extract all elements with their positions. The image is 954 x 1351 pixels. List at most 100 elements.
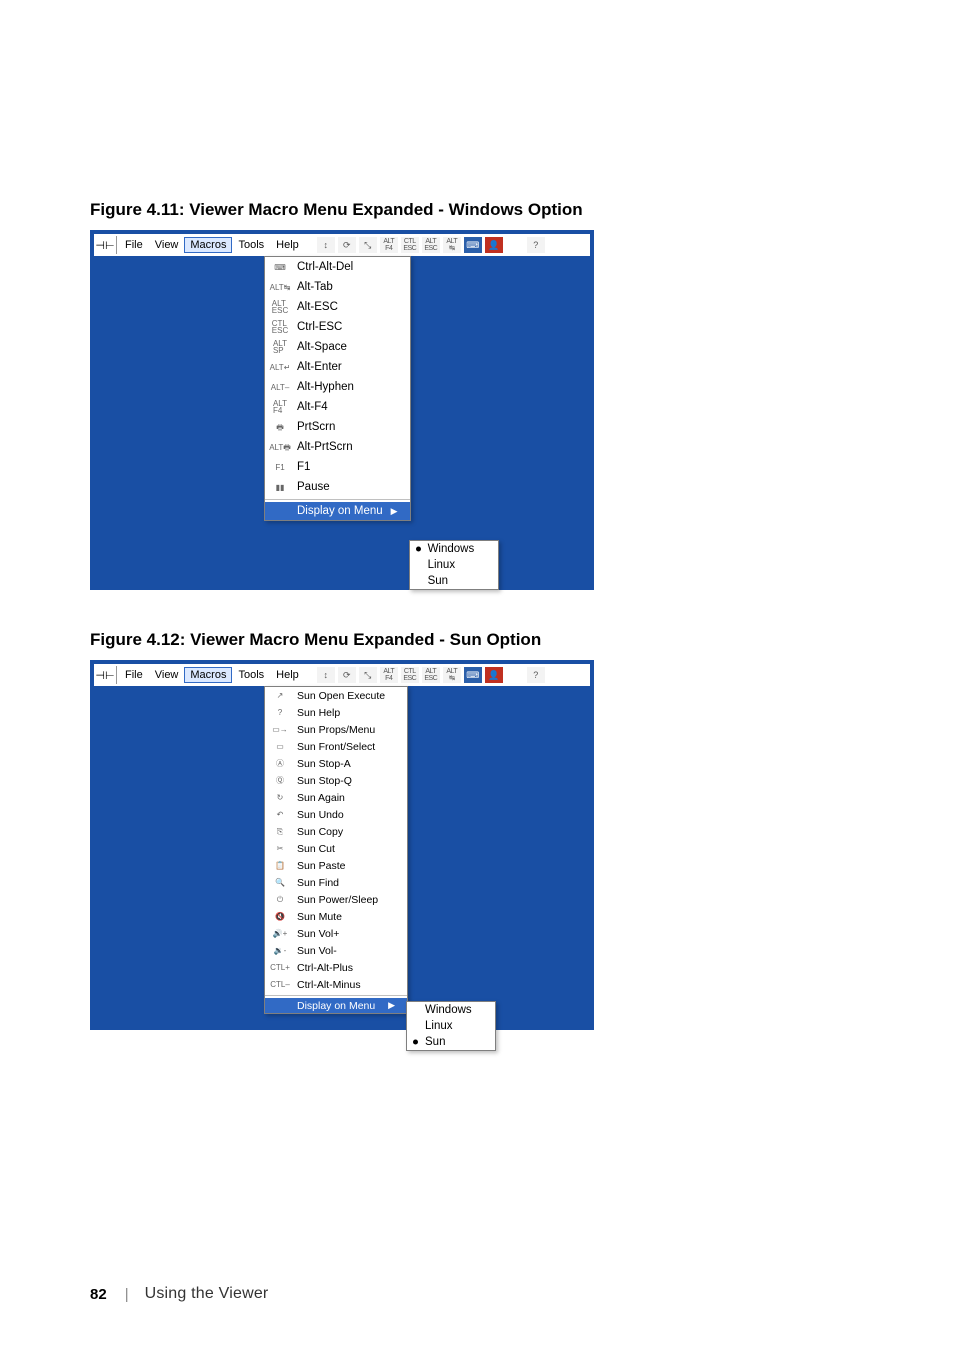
pin-icon[interactable]: ⊣⊢ — [96, 239, 114, 252]
macro-item[interactable]: ▭→Sun Props/Menu — [265, 721, 407, 738]
submenu-item[interactable]: Linux — [410, 557, 498, 573]
macro-item-label: Sun Again — [297, 792, 345, 804]
altesc-icon[interactable]: ALT ESC — [422, 667, 440, 683]
menu-view[interactable]: View — [149, 667, 185, 683]
refresh-icon[interactable]: ⟳ — [338, 237, 356, 253]
macro-item[interactable]: ALT F4Alt-F4 — [265, 397, 410, 417]
altesc-icon[interactable]: ALT ESC — [422, 237, 440, 253]
macro-item[interactable]: 📋 Sun Paste — [265, 857, 407, 874]
macro-item[interactable]: F1F1 — [265, 457, 410, 477]
macro-item[interactable]: ALT↹Alt-Tab — [265, 277, 410, 297]
macro-item[interactable]: ↻Sun Again — [265, 789, 407, 806]
menu-macros[interactable]: Macros — [184, 667, 232, 683]
macro-item-icon: Ⓐ — [271, 757, 289, 771]
macro-item[interactable]: ↶Sun Undo — [265, 806, 407, 823]
macro-item-icon: ↗ — [271, 689, 289, 703]
menu-tools[interactable]: Tools — [232, 667, 270, 683]
submenu-arrow-icon: ▶ — [388, 1000, 395, 1011]
macro-item[interactable]: ▮▮Pause — [265, 477, 410, 497]
macro-item[interactable]: ▭Sun Front/Select — [265, 738, 407, 755]
keyboard-icon[interactable]: ⌨ — [464, 237, 482, 253]
macro-item[interactable]: ?Sun Help — [265, 704, 407, 721]
person-icon[interactable]: 👤 — [485, 667, 503, 683]
menu-macros[interactable]: Macros — [184, 237, 232, 253]
submenu-item[interactable]: Windows — [410, 541, 498, 557]
macro-item[interactable]: 🔍Sun Find — [265, 874, 407, 891]
macro-item-label: Sun Undo — [297, 809, 344, 821]
macro-item-icon: 📋 — [271, 859, 289, 873]
altf4-icon[interactable]: ALT F4 — [380, 237, 398, 253]
ctlesc-icon[interactable]: CTL ESC — [401, 667, 419, 683]
keyboard-icon[interactable]: ⌨ — [464, 667, 482, 683]
ctlesc-icon[interactable]: CTL ESC — [401, 237, 419, 253]
macro-item[interactable]: 🔊+Sun Vol+ — [265, 925, 407, 942]
macro-item[interactable]: ⎘Sun Copy — [265, 823, 407, 840]
os-submenu: WindowsLinuxSun — [409, 540, 499, 590]
menu-file[interactable]: File — [119, 667, 149, 683]
macro-item[interactable]: ALT🖶Alt-PrtScrn — [265, 437, 410, 457]
cursor-icon[interactable]: ↕ — [317, 237, 335, 253]
separator — [116, 666, 117, 684]
macro-item[interactable]: CTL–Ctrl-Alt-Minus — [265, 976, 407, 993]
help-icon[interactable]: ? — [527, 667, 545, 683]
macro-item-label: Alt-Enter — [297, 361, 342, 373]
macro-item[interactable]: ⌨Ctrl-Alt-Del — [265, 257, 410, 277]
macro-item-label: Alt-ESC — [297, 301, 338, 313]
display-on-menu-item[interactable]: Display on Menu ▶ — [265, 998, 407, 1013]
align-icon[interactable]: ⤡ — [359, 237, 377, 253]
macro-item[interactable]: Ⓐ Sun Stop-A — [265, 755, 407, 772]
macro-item[interactable]: 🔉-Sun Vol- — [265, 942, 407, 959]
macro-item-label: Pause — [297, 481, 330, 493]
macro-item-label: PrtScrn — [297, 421, 335, 433]
macro-item[interactable]: ALT ESC Alt-ESC — [265, 297, 410, 317]
macro-item[interactable]: CTL ESCCtrl-ESC — [265, 317, 410, 337]
altf4-icon[interactable]: ALT F4 — [380, 667, 398, 683]
dropdown-divider — [265, 995, 407, 996]
macro-item[interactable]: ⓆSun Stop-Q — [265, 772, 407, 789]
menu-file[interactable]: File — [119, 237, 149, 253]
menu-tools[interactable]: Tools — [232, 237, 270, 253]
macro-item[interactable]: ALT↵Alt-Enter — [265, 357, 410, 377]
cursor-icon[interactable]: ↕ — [317, 667, 335, 683]
macro-item-label: Alt-Tab — [297, 281, 333, 293]
altarrow-icon[interactable]: ALT ↹ — [443, 237, 461, 253]
align-icon[interactable]: ⤡ — [359, 667, 377, 683]
macro-item[interactable]: ALT–Alt-Hyphen — [265, 377, 410, 397]
macro-item-label: Sun Vol- — [297, 945, 337, 957]
macro-item-icon: Ⓠ — [271, 774, 289, 788]
submenu-item[interactable]: Sun — [407, 1034, 495, 1050]
macro-item-icon: 🔍 — [271, 876, 289, 890]
submenu-item[interactable]: Linux — [407, 1018, 495, 1034]
figure-caption-4-12: Figure 4.12: Viewer Macro Menu Expanded … — [90, 630, 864, 650]
macro-item-label: Alt-Hyphen — [297, 381, 354, 393]
macro-item[interactable]: ALT SPAlt-Space — [265, 337, 410, 357]
refresh-icon[interactable]: ⟳ — [338, 667, 356, 683]
macro-item-label: Alt-PrtScrn — [297, 441, 353, 453]
display-on-menu-label: Display on Menu — [271, 1000, 375, 1012]
display-on-menu-item[interactable]: Display on Menu▶ — [265, 502, 410, 520]
menu-view[interactable]: View — [149, 237, 185, 253]
pin-icon[interactable]: ⊣⊢ — [96, 669, 114, 682]
macro-item-icon: ALT ESC — [271, 300, 289, 314]
macro-item-icon: 🔇 — [271, 910, 289, 924]
menu-help[interactable]: Help — [270, 237, 305, 253]
macro-item-label: Sun Paste — [297, 860, 345, 872]
footer-separator: | — [125, 1286, 129, 1303]
menu-help[interactable]: Help — [270, 667, 305, 683]
help-icon[interactable]: ? — [527, 237, 545, 253]
person-icon[interactable]: 👤 — [485, 237, 503, 253]
macro-item[interactable]: ⏻Sun Power/Sleep — [265, 891, 407, 908]
macro-item[interactable]: ✂Sun Cut — [265, 840, 407, 857]
macro-item-label: Sun Stop-A — [297, 758, 351, 770]
submenu-item[interactable]: Sun — [410, 573, 498, 589]
macro-item[interactable]: 🔇Sun Mute — [265, 908, 407, 925]
altarrow-icon[interactable]: ALT ↹ — [443, 667, 461, 683]
macro-item-label: Sun Power/Sleep — [297, 894, 378, 906]
macros-dropdown: ⌨Ctrl-Alt-DelALT↹Alt-Tab ALT ESC Alt-ESC CT… — [264, 256, 411, 521]
macro-item[interactable]: 🖶PrtScrn — [265, 417, 410, 437]
macro-item[interactable]: ↗Sun Open Execute — [265, 687, 407, 704]
submenu-item[interactable]: Windows — [407, 1002, 495, 1018]
macro-item[interactable]: CTL+Ctrl-Alt-Plus — [265, 959, 407, 976]
macro-item-icon: ⎘ — [271, 825, 289, 839]
macro-item-label: Alt-F4 — [297, 401, 328, 413]
